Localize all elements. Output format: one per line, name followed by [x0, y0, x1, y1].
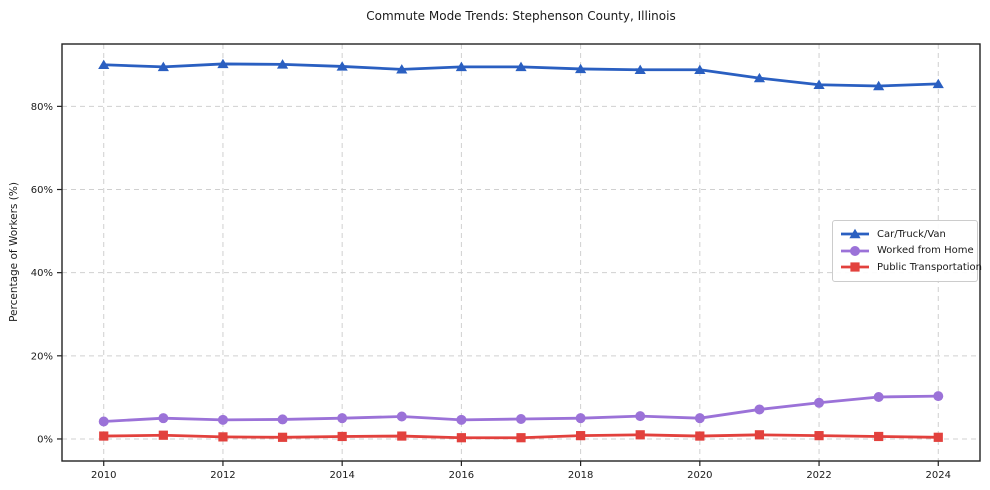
data-point-marker	[576, 431, 586, 441]
data-point-marker	[99, 431, 109, 441]
legend: Car/Truck/Van Worked from Home Public Tran…	[832, 220, 982, 282]
legend-label: Car/Truck/Van	[877, 228, 946, 240]
data-point-marker	[933, 432, 943, 442]
data-point-marker	[515, 61, 527, 72]
x-tick-label: 2020	[687, 470, 712, 481]
data-point-marker	[98, 416, 109, 427]
y-tick-label: 60%	[31, 185, 53, 196]
data-point-marker	[277, 414, 288, 425]
data-point-marker	[397, 431, 407, 441]
data-point-marker	[754, 430, 765, 440]
data-point-marker	[932, 78, 944, 89]
plot-frame	[61, 43, 981, 462]
legend-marker-square-icon	[841, 262, 869, 272]
x-tick-label: 2010	[91, 470, 116, 481]
legend-marker-glyph	[849, 229, 861, 239]
data-point-marker	[217, 58, 229, 69]
data-point-marker	[158, 413, 169, 424]
legend-marker-glyph	[850, 262, 860, 272]
data-point-marker	[635, 411, 646, 422]
x-tick-label: 2022	[806, 470, 831, 481]
data-point-marker	[873, 391, 884, 402]
legend-label: Public Transportation	[877, 261, 982, 273]
data-point-marker	[516, 414, 526, 425]
data-point-marker	[933, 391, 944, 402]
series-car-truck-van	[98, 58, 944, 91]
y-tick-label: 80%	[31, 102, 53, 113]
y-tick-label: 40%	[31, 268, 53, 279]
data-point-marker	[754, 404, 765, 415]
data-point-marker	[455, 61, 467, 72]
legend-marker-glyph	[850, 245, 860, 256]
data-point-marker	[337, 431, 347, 442]
data-point-marker	[694, 64, 706, 74]
x-tick-label: 2024	[926, 470, 951, 481]
data-point-marker	[874, 431, 884, 442]
data-point-marker	[814, 431, 824, 441]
data-point-marker	[694, 413, 705, 424]
data-point-marker	[276, 59, 289, 69]
data-point-marker	[218, 432, 228, 442]
data-point-marker	[695, 431, 705, 441]
data-point-marker	[456, 433, 466, 443]
data-point-marker	[634, 64, 646, 74]
data-point-marker	[575, 63, 587, 74]
data-point-marker	[575, 413, 586, 424]
data-point-marker	[516, 433, 526, 443]
data-point-marker	[873, 80, 885, 91]
x-tick-label: 2018	[568, 470, 593, 481]
data-point-marker	[336, 61, 348, 71]
legend-item-public-transportation: Public Transportation	[840, 259, 982, 276]
legend-marker-circle-icon	[841, 245, 869, 256]
legend-item-car-truck-van: Car/Truck/Van	[840, 226, 969, 243]
data-point-marker	[753, 72, 766, 83]
data-point-marker	[814, 397, 825, 408]
data-point-marker	[456, 414, 467, 425]
legend-item-worked-from-home: Worked from Home	[840, 243, 974, 260]
data-point-marker	[158, 430, 168, 440]
chart-title: Commute Mode Trends: Stephenson County, …	[366, 9, 676, 23]
data-point-marker	[635, 430, 645, 440]
data-point-marker	[217, 414, 228, 425]
data-point-marker	[396, 411, 407, 422]
data-point-marker	[277, 432, 288, 442]
x-tick-label: 2016	[449, 470, 474, 481]
data-point-marker	[157, 61, 169, 72]
data-point-marker	[98, 59, 110, 69]
data-point-marker	[396, 64, 408, 74]
x-tick-label: 2014	[329, 470, 354, 481]
series-worked-from-home	[98, 391, 944, 427]
legend-marker-triangle-icon	[841, 229, 869, 239]
x-tick-label: 2012	[210, 470, 235, 481]
series-public-transportation	[99, 430, 943, 443]
y-tick-label: 20%	[31, 351, 53, 362]
data-point-marker	[337, 413, 348, 424]
legend-label: Worked from Home	[877, 245, 974, 257]
data-point-marker	[813, 79, 825, 89]
y-tick-label: 0%	[37, 434, 53, 445]
